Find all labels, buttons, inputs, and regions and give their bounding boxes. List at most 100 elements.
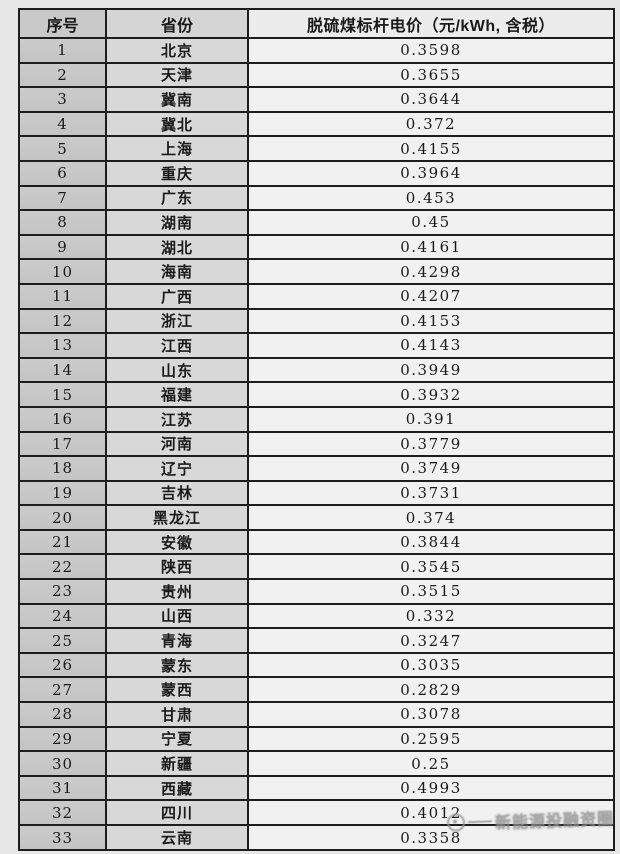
table-row: 23 贵州 0.3515 (18, 578, 615, 605)
province-cell: 青海 (105, 627, 249, 654)
price-cell: 0.3545 (247, 553, 615, 581)
province-cell: 广东 (105, 184, 249, 212)
table-row: 4 冀北 0.372 (18, 110, 615, 138)
table-row: 14 山东 0.3949 (18, 356, 615, 384)
table-row: 15 福建 0.3932 (18, 381, 615, 408)
table-row: 2 天津 0.3655 (18, 61, 615, 89)
province-cell: 山东 (105, 356, 249, 384)
province-cell: 广西 (105, 282, 249, 310)
province-cell: 湖北 (105, 233, 249, 261)
row-index-cell: 9 (18, 233, 107, 261)
price-cell: 0.3358 (247, 824, 615, 851)
table-row: 17 河南 0.3779 (18, 430, 615, 458)
price-cell: 0.3598 (247, 37, 615, 64)
price-cell: 0.3515 (247, 578, 615, 605)
table-row: 1 北京 0.3598 (18, 37, 615, 64)
row-index-cell: 7 (18, 184, 107, 212)
price-cell: 0.4155 (247, 135, 615, 162)
province-cell: 冀北 (105, 110, 249, 138)
price-table: 序号 省份 脱硫煤标杆电价（元/kWh, 含税） 1 北京 0.3598 2 天津 0.3… (18, 8, 615, 851)
province-cell: 湖南 (105, 209, 249, 236)
province-cell: 宁夏 (105, 725, 249, 753)
row-index-cell: 22 (18, 553, 107, 581)
row-index-cell: 30 (18, 750, 107, 777)
table-row: 7 广东 0.453 (18, 184, 615, 212)
table-row: 26 蒙东 0.3035 (18, 651, 615, 679)
table-row: 32 四川 0.4012 (18, 799, 615, 826)
table-row: 30 新疆 0.25 (18, 750, 615, 777)
table-row: 24 山西 0.332 (18, 602, 615, 630)
header-row: 序号 省份 脱硫煤标杆电价（元/kWh, 含税） (18, 8, 615, 39)
table-row: 31 西藏 0.4993 (18, 774, 615, 802)
col-header-province: 省份 (105, 8, 249, 39)
province-cell: 北京 (105, 37, 249, 64)
price-cell: 0.4153 (247, 307, 615, 335)
province-cell: 重庆 (105, 159, 249, 187)
row-index-cell: 8 (18, 209, 107, 236)
table-row: 21 安徽 0.3844 (18, 528, 615, 556)
row-index-cell: 14 (18, 356, 107, 384)
row-index-cell: 28 (18, 701, 107, 728)
price-cell: 0.332 (247, 602, 615, 630)
table-row: 33 云南 0.3358 (18, 824, 615, 851)
province-cell: 江西 (105, 332, 249, 359)
row-index-cell: 13 (18, 332, 107, 359)
row-index-cell: 31 (18, 774, 107, 802)
province-cell: 云南 (105, 824, 249, 851)
table-row: 9 湖北 0.4161 (18, 233, 615, 261)
price-cell: 0.4161 (247, 233, 615, 261)
row-index-cell: 10 (18, 258, 107, 285)
province-cell: 四川 (105, 799, 249, 826)
row-index-cell: 3 (18, 86, 107, 113)
province-cell: 上海 (105, 135, 249, 162)
province-cell: 海南 (105, 258, 249, 285)
province-cell: 蒙西 (105, 676, 249, 704)
province-cell: 黑龙江 (105, 504, 249, 531)
row-index-cell: 27 (18, 676, 107, 704)
row-index-cell: 26 (18, 651, 107, 679)
table-row: 29 宁夏 0.2595 (18, 725, 615, 753)
table-row: 3 冀南 0.3644 (18, 86, 615, 113)
table-row: 20 黑龙江 0.374 (18, 504, 615, 531)
price-cell: 0.3078 (247, 701, 615, 728)
price-cell: 0.4143 (247, 332, 615, 359)
province-cell: 天津 (105, 61, 249, 89)
row-index-cell: 6 (18, 159, 107, 187)
price-cell: 0.3844 (247, 528, 615, 556)
price-cell: 0.4012 (247, 799, 615, 826)
row-index-cell: 33 (18, 824, 107, 851)
price-cell: 0.3035 (247, 651, 615, 679)
price-table-body: 1 北京 0.3598 2 天津 0.3655 3 冀南 0.3644 4 冀北 0.372 5 上海 0.… (18, 37, 615, 851)
row-index-cell: 24 (18, 602, 107, 630)
row-index-cell: 2 (18, 61, 107, 89)
province-cell: 安徽 (105, 528, 249, 556)
table-row: 27 蒙西 0.2829 (18, 676, 615, 704)
province-cell: 冀南 (105, 86, 249, 113)
row-index-cell: 5 (18, 135, 107, 162)
row-index-cell: 11 (18, 282, 107, 310)
price-cell: 0.4298 (247, 258, 615, 285)
price-cell: 0.374 (247, 504, 615, 531)
row-index-cell: 16 (18, 405, 107, 433)
table-row: 12 浙江 0.4153 (18, 307, 615, 335)
province-cell: 福建 (105, 381, 249, 408)
col-header-index: 序号 (18, 8, 107, 39)
row-index-cell: 15 (18, 381, 107, 408)
table-row: 10 海南 0.4298 (18, 258, 615, 285)
table-row: 28 甘肃 0.3078 (18, 701, 615, 728)
province-cell: 西藏 (105, 774, 249, 802)
row-index-cell: 25 (18, 627, 107, 654)
province-cell: 吉林 (105, 479, 249, 507)
table-row: 19 吉林 0.3731 (18, 479, 615, 507)
price-cell: 0.3655 (247, 61, 615, 89)
province-cell: 贵州 (105, 578, 249, 605)
row-index-cell: 12 (18, 307, 107, 335)
province-cell: 辽宁 (105, 455, 249, 482)
price-cell: 0.25 (247, 750, 615, 777)
price-cell: 0.3749 (247, 455, 615, 482)
price-cell: 0.3644 (247, 86, 615, 113)
row-index-cell: 29 (18, 725, 107, 753)
price-cell: 0.3731 (247, 479, 615, 507)
row-index-cell: 19 (18, 479, 107, 507)
